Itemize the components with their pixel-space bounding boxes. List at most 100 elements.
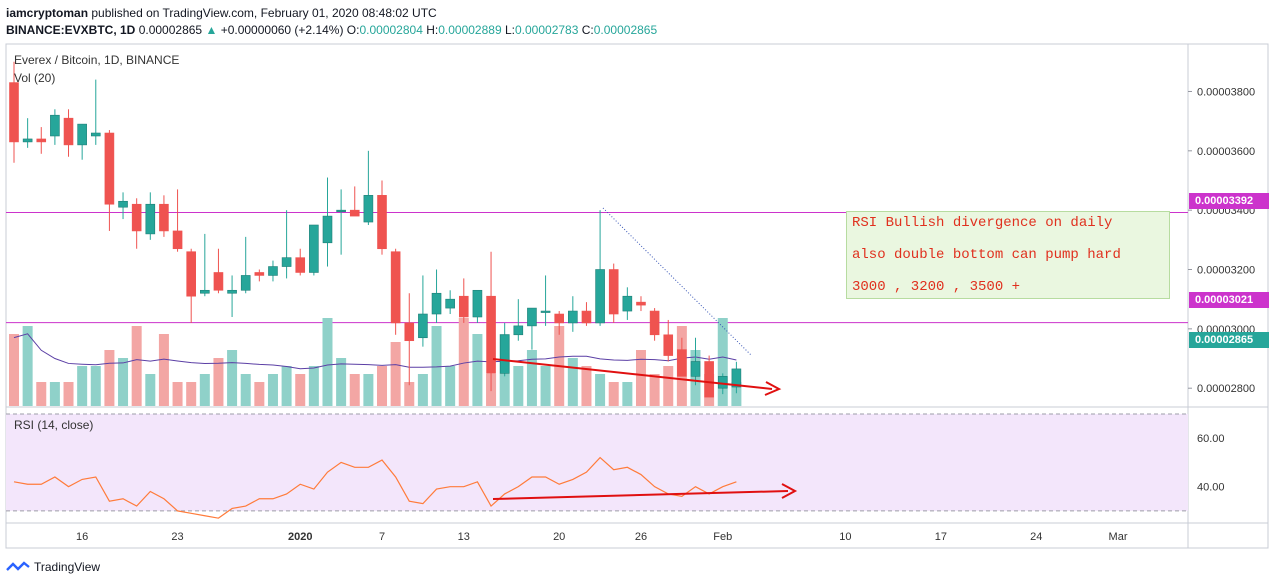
- volume-legend: Vol (20): [14, 71, 56, 85]
- candle-body: [118, 200, 128, 208]
- rsi-legend: RSI (14, close): [14, 418, 94, 432]
- candle-body: [9, 82, 19, 143]
- volume-bar: [417, 374, 428, 406]
- candle-body: [690, 361, 701, 377]
- candle-body: [677, 349, 687, 377]
- close-value: 0.00002865: [593, 23, 658, 37]
- volume-bar: [581, 366, 592, 406]
- rsi-tick-label: 40.00: [1197, 482, 1225, 494]
- volume-bar: [622, 382, 633, 406]
- volume-bar: [649, 374, 660, 406]
- volume-bar: [458, 318, 469, 406]
- time-tick-label: 7: [379, 531, 385, 543]
- volume-bar: [540, 366, 551, 406]
- volume-bar: [595, 374, 606, 406]
- volume-bar: [199, 374, 210, 406]
- volume-bar: [240, 374, 251, 406]
- high-value: 0.00002889: [438, 23, 502, 37]
- candle-body: [131, 203, 142, 232]
- open-value: 0.00002804: [359, 23, 423, 37]
- candle-body: [77, 123, 87, 146]
- candle-body: [717, 376, 728, 389]
- volume-bar: [227, 350, 238, 406]
- change-value: +0.00000060 (+2.14%): [220, 23, 344, 37]
- time-tick-label: 16: [76, 531, 88, 543]
- volume-bar: [526, 350, 537, 406]
- candle-body: [513, 325, 524, 336]
- volume-bar: [104, 350, 115, 406]
- candle-body: [322, 215, 333, 244]
- candle-body: [22, 138, 33, 143]
- volume-bar: [213, 358, 224, 406]
- annotation-line-2: also double bottom can pump hard: [852, 247, 1121, 263]
- volume-bar: [513, 366, 524, 406]
- open-label: O:: [346, 23, 360, 37]
- candle-body: [172, 230, 183, 250]
- time-tick-label: 23: [171, 531, 183, 543]
- candle-body: [568, 310, 578, 324]
- volume-bar: [336, 358, 347, 406]
- candle-body: [540, 310, 551, 313]
- author[interactable]: iamcryptoman: [6, 6, 89, 20]
- rsi-tick-label: 60.00: [1197, 433, 1225, 445]
- candle-body: [704, 361, 714, 398]
- candle-body: [445, 298, 455, 309]
- candle-body: [200, 289, 210, 294]
- candle-body: [268, 266, 278, 276]
- time-tick-label: Mar: [1109, 531, 1128, 543]
- tradingview-logo-icon: [6, 560, 30, 574]
- tradingview-footer[interactable]: TradingView: [6, 560, 100, 574]
- candle-body: [731, 368, 742, 388]
- high-label: H:: [426, 23, 439, 37]
- annotation-box[interactable]: RSI Bullish divergence on daily also dou…: [846, 211, 1170, 299]
- price-tick-label: 0.00003600: [1197, 146, 1255, 158]
- candle-body: [608, 269, 619, 315]
- rsi-divergence-arrow: [781, 483, 798, 499]
- candle-body: [458, 295, 469, 318]
- pair-legend: Everex / Bitcoin, 1D, BINANCE: [14, 53, 180, 67]
- candle-body: [213, 272, 224, 291]
- volume-bar: [22, 326, 33, 406]
- candle-body: [90, 132, 101, 137]
- volume-bar: [363, 374, 374, 406]
- volume-bar: [567, 358, 578, 406]
- price-tick-label: 0.00002800: [1197, 383, 1255, 395]
- candle-body: [622, 295, 633, 312]
- volume-bar: [36, 382, 47, 406]
- low-value: 0.00002783: [514, 23, 579, 37]
- candle-body: [36, 138, 47, 143]
- time-tick-label: 17: [935, 531, 947, 543]
- volume-bar: [731, 382, 742, 406]
- annotation-line-3: 3000 , 3200 , 3500 +: [852, 279, 1021, 295]
- ohlc-line: BINANCE:EVXBTC, 1D 0.00002865 ▲ +0.00000…: [6, 23, 657, 37]
- candle-body: [499, 334, 510, 374]
- volume-bar: [77, 366, 88, 406]
- candle-body: [363, 195, 374, 223]
- volume-bar: [308, 366, 319, 406]
- volume-bar: [158, 334, 169, 406]
- volume-bar: [717, 318, 728, 406]
- time-tick-label: 26: [635, 531, 647, 543]
- candle-body: [254, 272, 265, 276]
- candle-body: [663, 334, 674, 356]
- volume-bar: [377, 366, 388, 406]
- tradingview-brand: TradingView: [34, 560, 101, 574]
- price-tick-label: 0.00003800: [1197, 86, 1255, 98]
- volume-bar: [49, 382, 60, 406]
- candle-body: [595, 269, 605, 324]
- volume-bar: [431, 326, 442, 406]
- volume-bar: [445, 366, 456, 406]
- candle-body: [186, 251, 196, 297]
- volume-bar: [349, 374, 360, 406]
- annotation-line-1: RSI Bullish divergence on daily: [852, 215, 1113, 231]
- rsi-line: [13, 456, 737, 519]
- candle-body: [404, 322, 415, 342]
- candle-body: [418, 313, 428, 339]
- candle-body: [581, 310, 592, 324]
- candle-body: [227, 289, 237, 294]
- candle-body: [636, 301, 646, 306]
- volume-ma-line: [13, 333, 737, 370]
- time-tick-label: Feb: [713, 531, 732, 543]
- descending-trendline: [602, 207, 753, 357]
